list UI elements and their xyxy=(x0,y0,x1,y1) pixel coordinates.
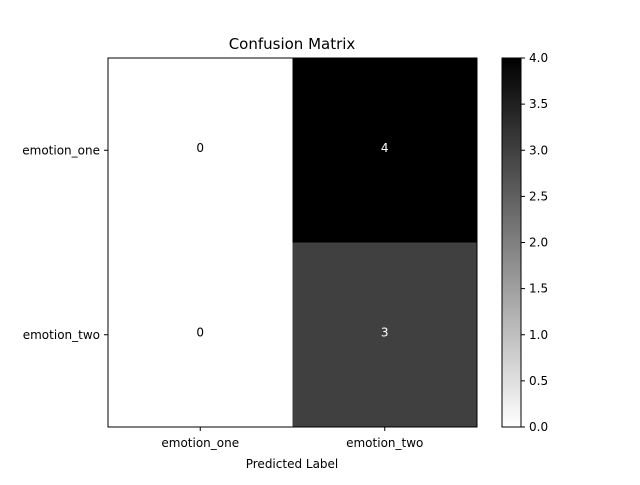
heatmap-cell-r1-c0 xyxy=(108,242,293,427)
colorbar: 0.0 0.5 1.0 1.5 2.0 2.5 3.0 3.5 4.0 xyxy=(501,51,548,434)
chart-title: Confusion Matrix xyxy=(229,35,356,53)
colorbar-gradient xyxy=(501,57,522,428)
heatmap-cell-r0-c0 xyxy=(108,58,293,243)
cell-value-r1-c0: 0 xyxy=(196,325,204,339)
x-tick-label-0: emotion_one xyxy=(161,436,239,450)
y-tick-label-0: emotion_one xyxy=(22,143,100,157)
colorbar-tick-label-0: 0.0 xyxy=(529,420,548,434)
heatmap-cell-r0-c1 xyxy=(292,58,477,243)
x-axis-label: Predicted Label xyxy=(246,457,339,471)
colorbar-tick-label-6: 3.0 xyxy=(529,143,548,157)
colorbar-tick-label-2: 1.0 xyxy=(529,328,548,342)
colorbar-tick-label-8: 4.0 xyxy=(529,51,548,65)
cell-value-r1-c1: 3 xyxy=(381,325,389,339)
heatmap-cell-r1-c1 xyxy=(292,242,477,427)
colorbar-tick-label-3: 1.5 xyxy=(529,282,548,296)
colorbar-tick-label-4: 2.0 xyxy=(529,236,548,250)
colorbar-tick-label-1: 0.5 xyxy=(529,374,548,388)
cell-value-r0-c1: 4 xyxy=(381,141,389,155)
colorbar-tick-label-7: 3.5 xyxy=(529,97,548,111)
cell-value-r0-c0: 0 xyxy=(196,141,204,155)
colorbar-tick-label-5: 2.5 xyxy=(529,189,548,203)
y-tick-label-1: emotion_two xyxy=(23,328,100,342)
plot-frame xyxy=(107,57,478,428)
x-tick-label-1: emotion_two xyxy=(346,436,423,450)
